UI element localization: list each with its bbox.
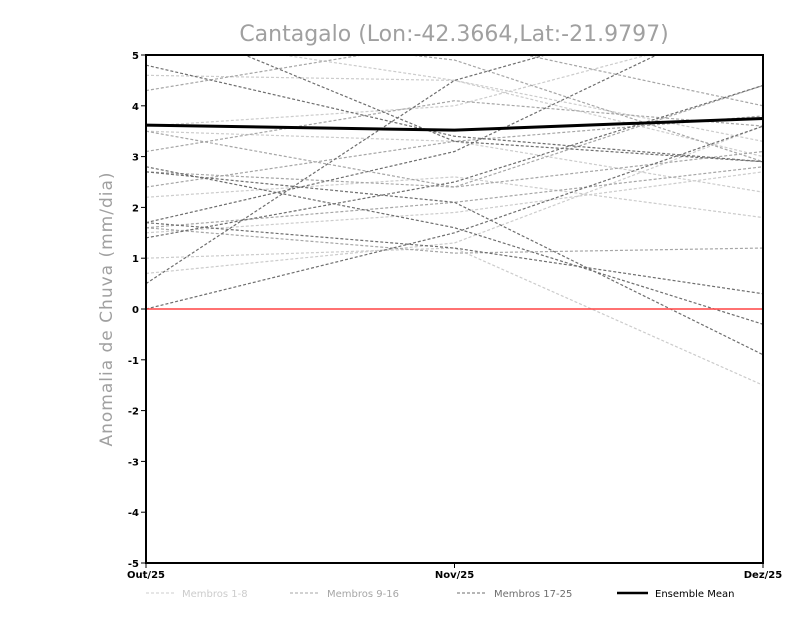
member-series-line <box>146 171 763 234</box>
member-series-line <box>146 130 763 193</box>
member-series-line <box>146 125 763 310</box>
legend: Membros 1-8 Membros 9-16 Membros 17-25 Ense… <box>146 589 734 600</box>
ensemble-mean-layer <box>146 117 763 132</box>
legend-label: Membros 1-8 <box>182 589 248 600</box>
y-axis: 5 4 3 2 1 0 -1 -2 -3 -4 -5 <box>128 51 146 570</box>
chart-title: Cantagalo (Lon:-42.3664,Lat:-21.9797) <box>239 22 668 47</box>
y-tick-label: 0 <box>132 305 139 316</box>
y-axis-label: Anomalia de Chuva (mm/dia) <box>97 171 117 446</box>
y-tick-label: 5 <box>132 51 139 62</box>
member-series-line <box>146 130 763 188</box>
member-series-line <box>146 166 763 325</box>
y-tick-label: -2 <box>128 407 139 418</box>
member-series-line <box>146 55 763 107</box>
member-series-line <box>146 171 763 356</box>
member-series-line <box>146 64 763 163</box>
member-series-line <box>146 247 763 386</box>
ensemble-mean-line <box>146 117 763 132</box>
series-layer <box>146 55 763 386</box>
member-series-line <box>279 55 763 158</box>
member-series-line <box>243 55 763 163</box>
y-tick-label: -3 <box>128 457 139 468</box>
member-series-line <box>405 55 763 163</box>
x-axis: Out/25 Nov/25 Dez/25 <box>127 563 782 581</box>
y-tick-label: 1 <box>132 254 139 265</box>
x-tick-label: Out/25 <box>127 570 165 581</box>
y-tick-label: -4 <box>128 508 139 519</box>
plot-frame <box>145 54 764 564</box>
y-tick-label: -5 <box>128 559 139 570</box>
member-series-line <box>146 176 763 219</box>
member-series-line <box>146 55 659 224</box>
y-tick-label: 4 <box>132 102 139 113</box>
x-tick-label: Nov/25 <box>435 570 474 581</box>
x-tick-label: Dez/25 <box>744 570 783 581</box>
member-series-line <box>146 227 763 254</box>
member-series-line <box>146 166 763 229</box>
legend-label: Membros 17-25 <box>494 589 572 600</box>
member-series-line <box>146 125 763 275</box>
legend-label: Membros 9-16 <box>327 589 399 600</box>
legend-label: Ensemble Mean <box>655 589 734 600</box>
y-tick-label: 3 <box>132 153 139 164</box>
member-series-line <box>146 222 763 295</box>
y-tick-label: 2 <box>132 203 139 214</box>
y-tick-label: -1 <box>128 356 139 367</box>
member-series-line <box>146 115 763 188</box>
member-series-line <box>146 84 763 188</box>
member-series-line <box>146 100 763 153</box>
member-series-line <box>146 74 763 142</box>
